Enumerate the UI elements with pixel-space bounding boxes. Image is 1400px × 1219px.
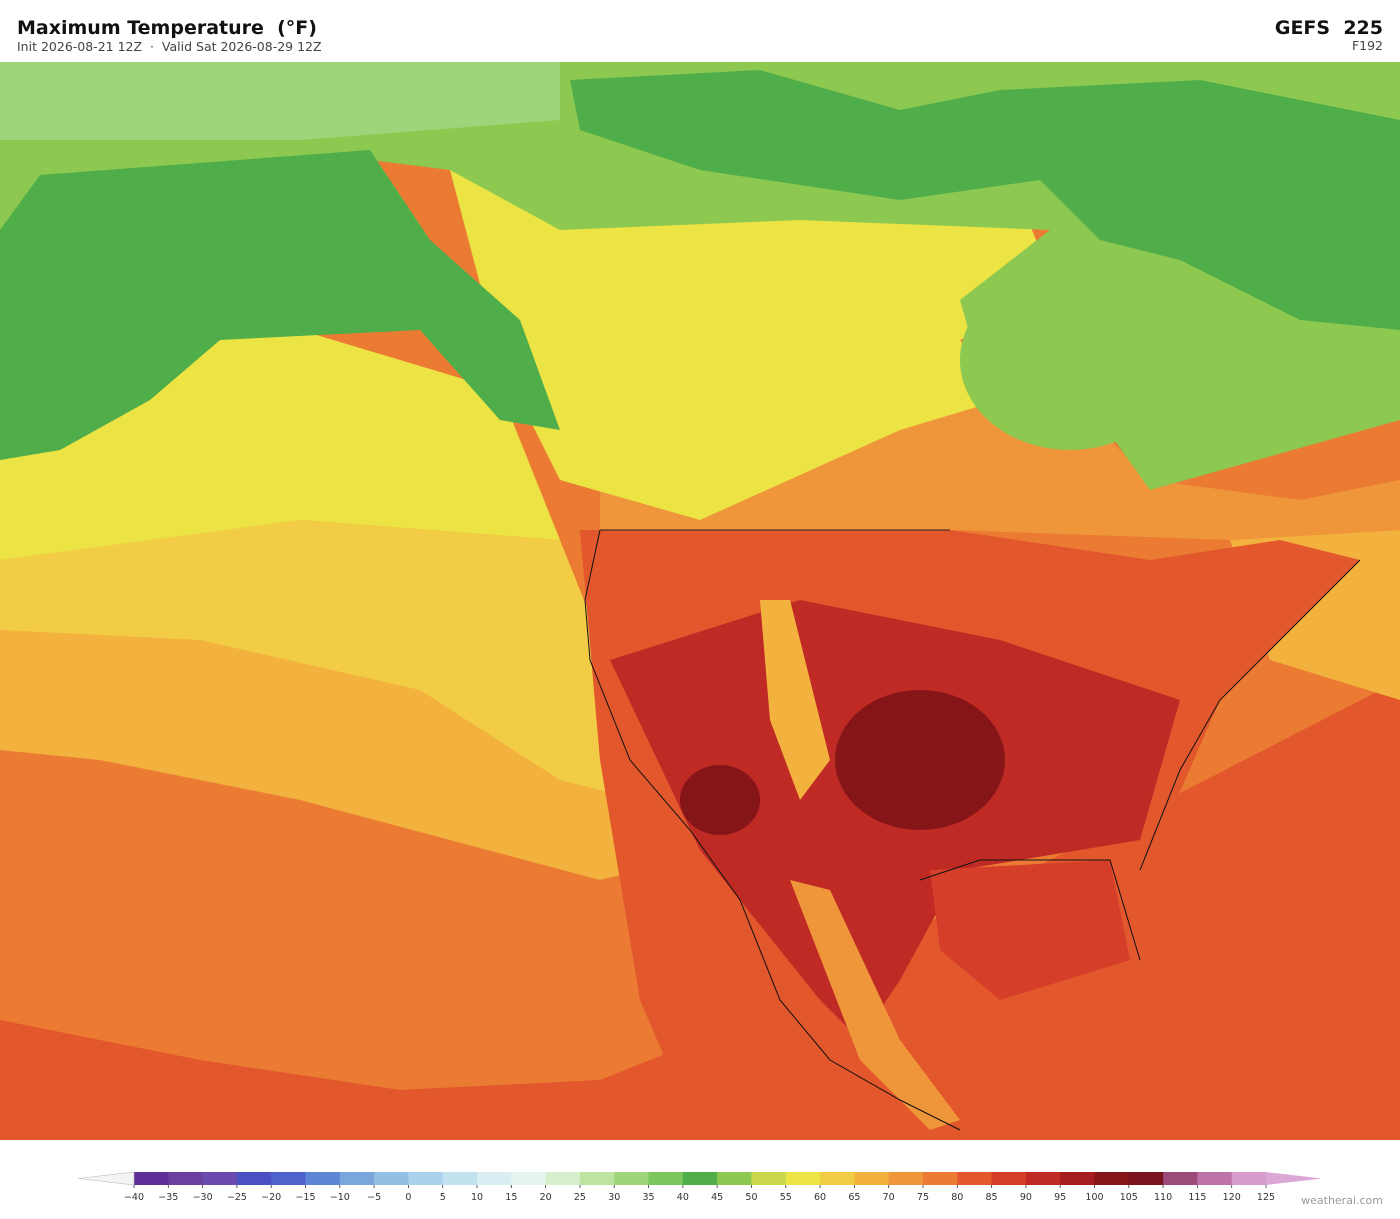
tick-label: 80	[951, 1192, 963, 1203]
land-zone	[450, 150, 1060, 520]
color-box	[339, 1172, 375, 1185]
tick-label: 55	[780, 1192, 792, 1203]
color-box	[785, 1172, 821, 1185]
tick-label: 100	[1085, 1192, 1103, 1203]
color-box	[1163, 1172, 1198, 1185]
cold-zone	[570, 70, 1400, 330]
cool-zone	[0, 62, 560, 140]
color-box	[236, 1172, 272, 1185]
tick-label: 65	[848, 1192, 860, 1203]
tick-label: 35	[642, 1192, 654, 1203]
tick-label: 20	[540, 1192, 552, 1203]
color-box	[374, 1172, 409, 1185]
color-box	[1231, 1172, 1267, 1185]
tick-label: 85	[986, 1192, 998, 1203]
tick-label: 75	[917, 1192, 929, 1203]
tick-label: 95	[1054, 1192, 1066, 1203]
color-box	[751, 1172, 787, 1185]
coastline	[919, 859, 1141, 961]
tick-label: 115	[1188, 1192, 1206, 1203]
tick-label: −20	[261, 1192, 281, 1203]
title: Maximum Temperature (°F)	[17, 17, 317, 39]
tick-label: −25	[227, 1192, 247, 1203]
color-box	[1197, 1172, 1233, 1185]
model-label: GEFS 225	[1275, 17, 1383, 39]
color-box	[1094, 1172, 1130, 1185]
coastline	[1139, 559, 1361, 871]
color-box	[202, 1172, 238, 1185]
forecast-hour: F192	[1352, 38, 1383, 53]
tick-label: 50	[745, 1192, 757, 1203]
hottest-zone	[835, 690, 1005, 830]
color-box	[1128, 1172, 1164, 1185]
tick-label: 0	[405, 1192, 411, 1203]
warm-zone	[0, 680, 1400, 1140]
color-box	[820, 1172, 855, 1185]
gulf	[930, 860, 1130, 1000]
tick-label: −15	[295, 1192, 315, 1203]
coastline	[584, 529, 961, 1131]
color-box	[168, 1172, 204, 1185]
color-box	[991, 1172, 1027, 1185]
color-box	[614, 1172, 650, 1185]
land-zone	[600, 380, 1400, 540]
color-box	[442, 1172, 478, 1185]
tick-label: 10	[471, 1192, 483, 1203]
hottest-zone	[680, 765, 760, 835]
color-box	[134, 1172, 169, 1185]
cold-zone	[0, 150, 560, 460]
color-box	[648, 1172, 684, 1185]
color-box	[579, 1172, 615, 1185]
color-box	[957, 1172, 993, 1185]
tick-label: 70	[883, 1192, 895, 1203]
color-box	[1060, 1172, 1095, 1185]
color-box	[922, 1172, 958, 1185]
color-box	[511, 1172, 547, 1185]
subtitle: Init 2026-08-21 12Z · Valid Sat 2026-08-…	[17, 39, 322, 54]
tick-label: 90	[1020, 1192, 1032, 1203]
under-extension	[77, 1171, 135, 1186]
tick-label: 105	[1120, 1192, 1138, 1203]
tick-label: −40	[124, 1192, 144, 1203]
color-box	[717, 1172, 752, 1185]
tick-label: 120	[1223, 1192, 1241, 1203]
tick-label: 60	[814, 1192, 826, 1203]
color-box	[408, 1172, 444, 1185]
tick-label: −10	[330, 1192, 350, 1203]
map	[0, 62, 1400, 1140]
tick-label: 5	[440, 1192, 446, 1203]
color-box	[888, 1172, 924, 1185]
mountain-zone	[790, 880, 960, 1130]
tick-label: 110	[1154, 1192, 1172, 1203]
color-box	[545, 1172, 581, 1185]
color-box	[1025, 1172, 1061, 1185]
credit: weatherai.com	[1301, 1194, 1383, 1207]
color-box	[271, 1172, 307, 1185]
tick-label: −35	[158, 1192, 178, 1203]
tick-label: −30	[193, 1192, 213, 1203]
tick-label: 15	[505, 1192, 517, 1203]
tick-label: −5	[367, 1192, 381, 1203]
tick-label: 45	[711, 1192, 723, 1203]
tick-label: 40	[677, 1192, 689, 1203]
ocean-zone	[0, 500, 640, 800]
color-box	[854, 1172, 890, 1185]
mountain-zone	[760, 600, 830, 800]
color-box	[477, 1172, 512, 1185]
colorbar: −40 −35 −30 −25 −20 −15 −10 −5 0 5 10 15 20 25 30 35 40 4…	[77, 1171, 1322, 1203]
color-box	[305, 1172, 341, 1185]
over-extension	[1266, 1172, 1322, 1185]
tick-label: 30	[608, 1192, 620, 1203]
tick-label: 125	[1257, 1192, 1275, 1203]
tick-label: 25	[574, 1192, 586, 1203]
hudson-bay	[960, 270, 1180, 450]
color-box	[682, 1172, 718, 1185]
